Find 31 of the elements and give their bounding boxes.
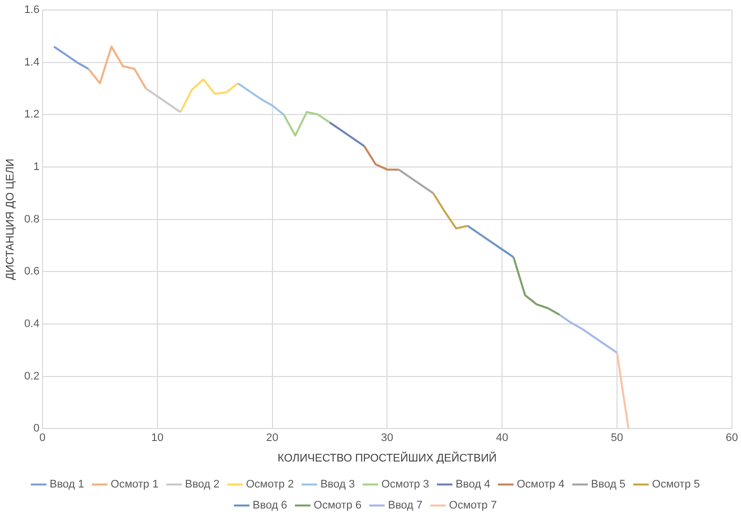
y-tick-label: 1.6 bbox=[24, 4, 40, 16]
x-tick-label: 10 bbox=[151, 432, 164, 444]
legend-label: Ввод 6 bbox=[252, 500, 288, 512]
legend-label: Ввод 7 bbox=[388, 500, 423, 512]
x-axis-title: КОЛИЧЕСТВО ПРОСТЕЙШИХ ДЕЙСТВИЙ bbox=[278, 451, 497, 464]
legend-label: Ввод 2 bbox=[184, 478, 220, 491]
legend-label: Ввод 1 bbox=[50, 478, 84, 491]
x-tick-label: 40 bbox=[496, 432, 508, 444]
y-axis-title: ДИСТАНЦИЯ ДО ЦЕЛИ bbox=[4, 158, 17, 280]
legend-label: Осмотр 7 bbox=[449, 500, 497, 512]
y-tick-label: 0 bbox=[33, 422, 40, 435]
x-tick-label: 50 bbox=[610, 432, 624, 444]
y-tick-label: 1.4 bbox=[24, 56, 40, 68]
y-tick-label: 0.4 bbox=[24, 318, 40, 330]
x-tick-label: 20 bbox=[266, 432, 278, 444]
legend-label: Осмотр 3 bbox=[381, 478, 430, 491]
legend-label: Ввод 5 bbox=[591, 478, 626, 491]
y-tick-label: 0.2 bbox=[24, 370, 40, 382]
y-tick-label: 1 bbox=[33, 161, 40, 174]
y-tick-label: 0.8 bbox=[24, 213, 40, 226]
y-tick-label: 0.6 bbox=[24, 266, 40, 278]
legend-label: Осмотр 4 bbox=[516, 478, 565, 491]
y-tick-label: 1.2 bbox=[24, 108, 40, 121]
legend-label: Ввод 4 bbox=[456, 478, 490, 491]
legend-label: Ввод 3 bbox=[320, 478, 355, 491]
legend-label: Осмотр 5 bbox=[652, 478, 700, 491]
legend-label: Осмотр 2 bbox=[246, 478, 294, 491]
x-tick-label: 60 bbox=[726, 432, 738, 444]
x-tick-label: 30 bbox=[381, 432, 394, 444]
legend-label: Осмотр 6 bbox=[314, 500, 362, 512]
legend-label: Осмотр 1 bbox=[110, 478, 158, 491]
